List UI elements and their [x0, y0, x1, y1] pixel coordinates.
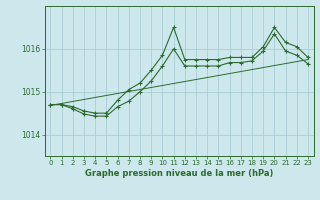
X-axis label: Graphe pression niveau de la mer (hPa): Graphe pression niveau de la mer (hPa) [85, 169, 273, 178]
